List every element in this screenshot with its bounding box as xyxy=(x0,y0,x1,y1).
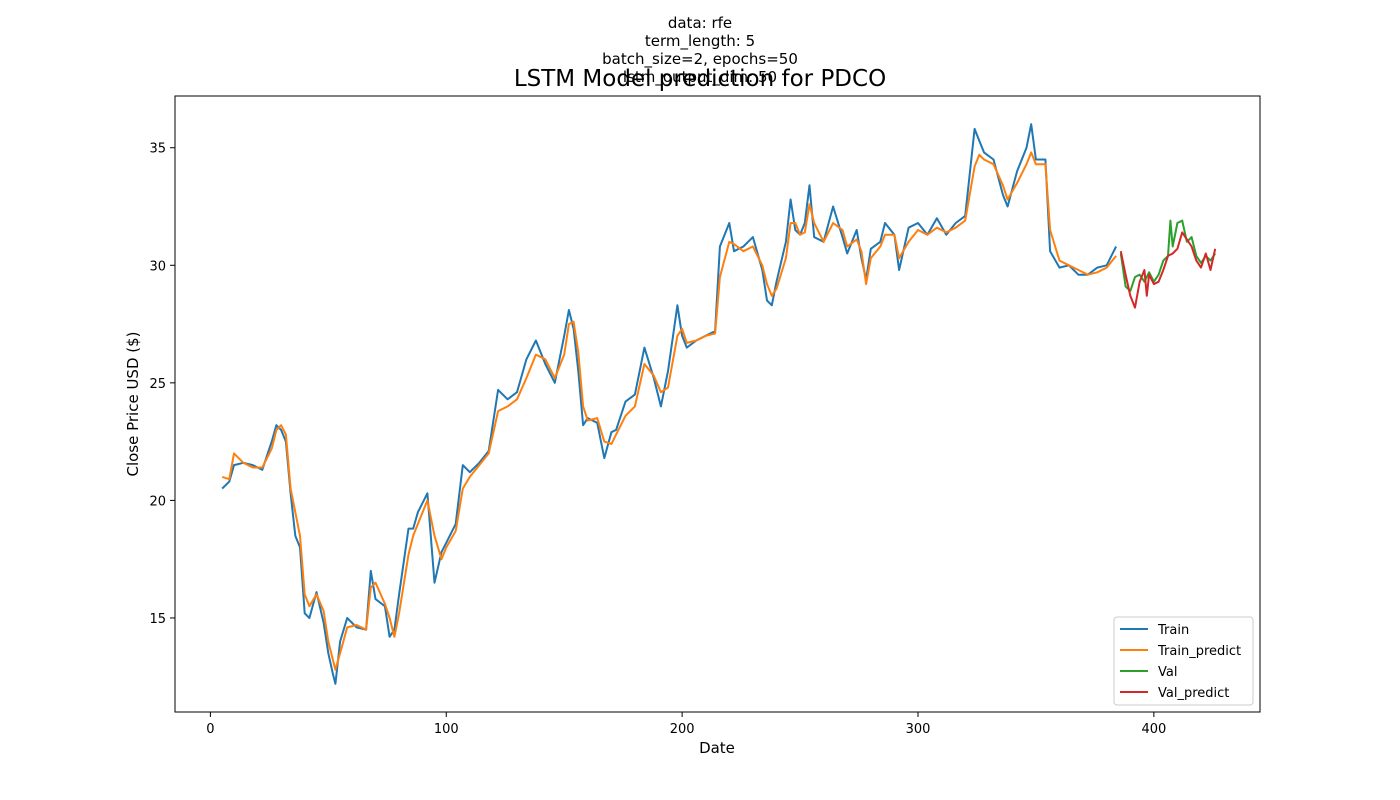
plot-frame xyxy=(174,95,1261,713)
x-axis-label: Date xyxy=(699,739,735,757)
series-lines xyxy=(221,123,1217,685)
series-line-train xyxy=(221,123,1117,685)
y-tick-label: 15 xyxy=(149,612,166,627)
y-tick-label: 30 xyxy=(149,259,166,274)
subtitle-line-1: data: rfe xyxy=(667,14,733,32)
y-tick-label: 20 xyxy=(149,494,166,509)
y-axis-label: Close Price USD ($) xyxy=(124,331,142,476)
x-tick-label: 400 xyxy=(1141,722,1166,737)
subtitle-line-2: term_length: 5 xyxy=(644,32,756,50)
x-tick-label: 300 xyxy=(906,722,931,737)
y-tick-label: 35 xyxy=(149,142,166,157)
legend-label-val: Val xyxy=(1158,665,1177,680)
y-tick-label: 25 xyxy=(149,377,166,392)
legend-label-train: Train xyxy=(1157,623,1189,638)
series-line-train-predict xyxy=(221,151,1117,671)
series-line-val-predict xyxy=(1119,231,1217,309)
chart-title: LSTM Model prediction for PDCO xyxy=(513,66,887,92)
legend: Train Train_predict Val Val_predict xyxy=(1113,616,1254,706)
subtitle-line-4: lstm_output_dim: 50 xyxy=(622,68,778,86)
series-line-val xyxy=(1119,219,1217,293)
x-axis: 0 100 200 300 400 xyxy=(206,712,1166,737)
plot-area xyxy=(174,95,1261,713)
x-tick-label: 0 xyxy=(206,722,214,737)
x-tick-label: 200 xyxy=(670,722,695,737)
y-axis: 15 20 25 30 35 xyxy=(149,142,175,627)
x-tick-label: 100 xyxy=(434,722,459,737)
legend-label-val-predict: Val_predict xyxy=(1158,686,1229,701)
subtitle-line-3: batch_size=2, epochs=50 xyxy=(602,50,798,68)
legend-label-train-predict: Train_predict xyxy=(1157,644,1241,659)
legend-box xyxy=(1113,616,1254,706)
